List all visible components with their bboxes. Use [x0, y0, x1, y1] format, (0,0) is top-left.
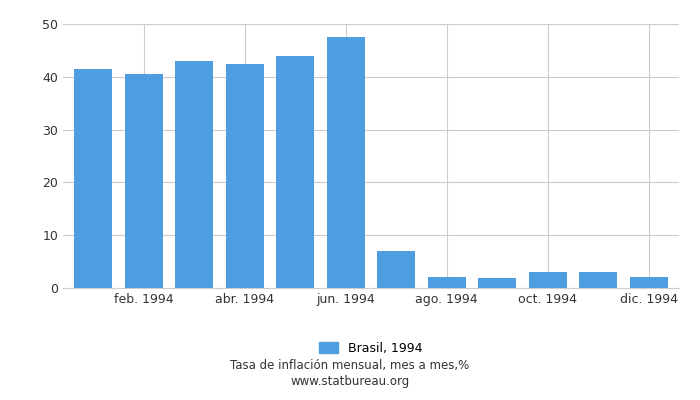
Legend: Brasil, 1994: Brasil, 1994: [319, 342, 423, 355]
Bar: [327, 37, 365, 288]
Bar: [528, 272, 567, 288]
Text: www.statbureau.org: www.statbureau.org: [290, 376, 410, 388]
Bar: [377, 251, 415, 288]
Text: Tasa de inflación mensual, mes a mes,%: Tasa de inflación mensual, mes a mes,%: [230, 360, 470, 372]
Bar: [226, 64, 264, 288]
Bar: [276, 56, 314, 288]
Bar: [580, 272, 617, 288]
Bar: [175, 61, 214, 288]
Bar: [428, 278, 466, 288]
Bar: [74, 69, 112, 288]
Bar: [478, 278, 516, 288]
Bar: [125, 74, 162, 288]
Bar: [630, 278, 668, 288]
